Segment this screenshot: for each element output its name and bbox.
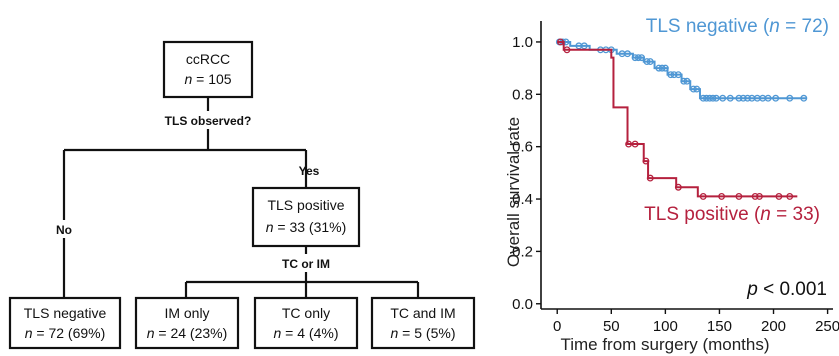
censor-mark-tls-negative bbox=[739, 94, 747, 102]
censor-mark-tls-negative bbox=[646, 58, 654, 66]
censor-mark-tls-negative bbox=[643, 58, 651, 66]
censor-mark-tls-negative bbox=[726, 94, 734, 102]
censor-mark-tls-positive bbox=[557, 38, 564, 46]
censor-mark-tls-negative bbox=[712, 94, 720, 102]
censor-mark-tls-positive bbox=[563, 46, 571, 54]
box-ccrcc-title: ccRCC bbox=[186, 51, 230, 67]
censor-mark-tls-negative bbox=[634, 54, 642, 62]
censor-mark-tls-positive bbox=[674, 183, 682, 191]
censor-mark-tls-positive bbox=[751, 192, 759, 200]
box-im-only: IM only n = 24 (23%) bbox=[134, 296, 240, 350]
legend-tls-negative: TLS negative (n = 72) bbox=[646, 16, 829, 37]
censor-mark-tls-negative bbox=[658, 64, 666, 72]
km-chart: 0.0 0.2 0.4 0.6 0.8 1.0 0 50 100 150 200 250 Overal… bbox=[504, 16, 839, 354]
censor-mark-tls-negative bbox=[680, 77, 688, 85]
p-value-annotation: p < 0.001 bbox=[746, 279, 827, 300]
censor-mark-tls-negative bbox=[670, 71, 678, 79]
y-tick-label: 0.4 bbox=[512, 191, 533, 208]
x-tick-label: 200 bbox=[761, 318, 786, 335]
chart-series bbox=[555, 38, 808, 200]
y-tick-label: 0.0 bbox=[512, 296, 533, 313]
y-tick-label: 0.8 bbox=[512, 86, 533, 103]
box-tls-negative-title: TLS negative bbox=[24, 305, 107, 321]
censor-mark-tls-negative bbox=[690, 85, 697, 93]
censor-mark-tls-negative bbox=[655, 64, 663, 72]
censor-mark-tls-positive bbox=[699, 192, 707, 200]
question-tls-observed: TLS observed? bbox=[165, 114, 252, 128]
box-tls-positive-count: n = 33 (31%) bbox=[266, 219, 347, 235]
censor-mark-tls-negative bbox=[667, 71, 675, 79]
box-tls-negative: TLS negative n = 72 (69%) bbox=[8, 296, 122, 350]
box-tc-only-count: n = 4 (4%) bbox=[274, 325, 339, 341]
x-tick-label: 100 bbox=[653, 318, 678, 335]
censor-mark-tls-positive bbox=[756, 192, 763, 200]
box-ccrcc-count: n = 105 bbox=[184, 71, 231, 87]
branch-no-label: No bbox=[56, 223, 72, 237]
censor-mark-tls-negative bbox=[624, 50, 631, 58]
censor-mark-tls-negative bbox=[661, 64, 669, 72]
censor-mark-tls-positive bbox=[631, 140, 639, 148]
censor-mark-tls-negative bbox=[709, 94, 717, 102]
censor-mark-tls-positive bbox=[642, 157, 650, 165]
censor-mark-tls-positive bbox=[786, 192, 794, 200]
censor-mark-tls-negative bbox=[631, 54, 639, 62]
x-axis-title: Time from surgery (months) bbox=[560, 335, 769, 354]
box-tls-negative-count: n = 72 (69%) bbox=[25, 325, 106, 341]
censor-mark-tls-negative bbox=[638, 54, 646, 62]
km-curve-tls-positive bbox=[557, 40, 798, 198]
chart-tick-labels: 0.0 0.2 0.4 0.6 0.8 1.0 0 50 100 150 200 250 bbox=[512, 34, 839, 335]
y-tick-label: 0.2 bbox=[512, 243, 533, 260]
box-im-only-title: IM only bbox=[164, 305, 209, 321]
censor-mark-tls-negative bbox=[764, 94, 772, 102]
x-tick-label: 0 bbox=[553, 318, 561, 335]
box-ccrcc: ccRCC n = 105 bbox=[162, 40, 254, 99]
censor-mark-tls-negative bbox=[772, 94, 780, 102]
question1-bg bbox=[151, 111, 265, 129]
chart-axes bbox=[536, 21, 833, 314]
censor-mark-tls-positive bbox=[735, 192, 743, 200]
flowchart: TLS observed? No Yes TC or IM ccRCC n = … bbox=[8, 40, 476, 350]
box-tc-only: TC only n = 4 (4%) bbox=[253, 296, 359, 350]
legend-tls-positive: TLS positive (n = 33) bbox=[644, 204, 820, 225]
censor-mark-tls-negative bbox=[719, 94, 727, 102]
y-tick-label: 0.6 bbox=[512, 139, 533, 156]
box-im-only-count: n = 24 (23%) bbox=[147, 325, 228, 341]
censor-mark-tls-negative bbox=[693, 85, 701, 93]
box-tc-and-im-title: TC and IM bbox=[390, 305, 455, 321]
x-tick-label: 150 bbox=[707, 318, 732, 335]
y-tick-label: 1.0 bbox=[512, 34, 533, 51]
censor-mark-tls-negative bbox=[703, 94, 710, 102]
branch-yes-label: Yes bbox=[299, 164, 320, 178]
x-tick-label: 50 bbox=[603, 318, 620, 335]
censor-mark-tls-positive bbox=[718, 192, 726, 200]
censor-mark-tls-negative bbox=[744, 94, 752, 102]
censor-mark-tls-negative bbox=[706, 94, 714, 102]
censor-mark-tls-negative bbox=[580, 42, 588, 50]
box-tls-positive-title: TLS positive bbox=[267, 197, 344, 213]
box-tls-positive: TLS positive n = 33 (31%) bbox=[251, 186, 361, 248]
censor-mark-tls-positive bbox=[625, 140, 633, 148]
no-label-bg bbox=[50, 220, 78, 238]
question-tc-or-im: TC or IM bbox=[282, 257, 330, 271]
question2-bg bbox=[268, 254, 344, 272]
censor-mark-tls-negative bbox=[800, 94, 808, 102]
box-tc-only-title: TC only bbox=[282, 305, 330, 321]
censor-mark-tls-negative bbox=[699, 94, 707, 102]
censor-mark-tls-negative bbox=[674, 71, 682, 79]
censor-mark-tls-negative bbox=[683, 77, 691, 85]
box-tc-and-im-count: n = 5 (5%) bbox=[391, 325, 456, 341]
y-axis-title: Overall survival rate bbox=[504, 117, 523, 267]
censor-mark-tls-negative bbox=[786, 94, 794, 102]
x-tick-label: 250 bbox=[815, 318, 839, 335]
censor-mark-tls-positive bbox=[775, 192, 783, 200]
censor-mark-tls-positive bbox=[646, 174, 654, 182]
censor-mark-tls-negative bbox=[735, 94, 743, 102]
box-tc-and-im: TC and IM n = 5 (5%) bbox=[370, 296, 476, 350]
